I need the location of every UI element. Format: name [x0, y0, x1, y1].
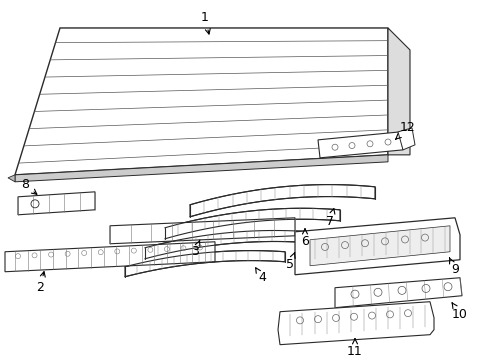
Polygon shape [8, 175, 15, 182]
Text: 11: 11 [346, 339, 362, 358]
Text: 12: 12 [395, 121, 415, 139]
Polygon shape [190, 185, 374, 217]
Polygon shape [18, 192, 95, 215]
Polygon shape [110, 218, 294, 244]
Polygon shape [5, 242, 215, 272]
Polygon shape [145, 230, 309, 259]
Polygon shape [294, 218, 459, 275]
Polygon shape [15, 155, 387, 182]
Text: 5: 5 [285, 253, 294, 271]
Polygon shape [317, 132, 402, 158]
Polygon shape [164, 208, 339, 239]
Text: 2: 2 [36, 272, 45, 294]
Polygon shape [15, 28, 387, 175]
Text: 10: 10 [451, 303, 467, 321]
Text: 1: 1 [201, 12, 210, 34]
Polygon shape [397, 128, 414, 150]
Polygon shape [334, 278, 461, 308]
Polygon shape [278, 302, 433, 345]
Text: 9: 9 [448, 258, 458, 276]
Text: 4: 4 [255, 268, 265, 284]
Text: 7: 7 [325, 209, 334, 228]
Polygon shape [125, 251, 285, 277]
Text: 6: 6 [301, 229, 308, 248]
Polygon shape [309, 226, 449, 266]
Text: 8: 8 [21, 178, 37, 194]
Text: 3: 3 [191, 240, 200, 258]
Polygon shape [387, 28, 409, 155]
